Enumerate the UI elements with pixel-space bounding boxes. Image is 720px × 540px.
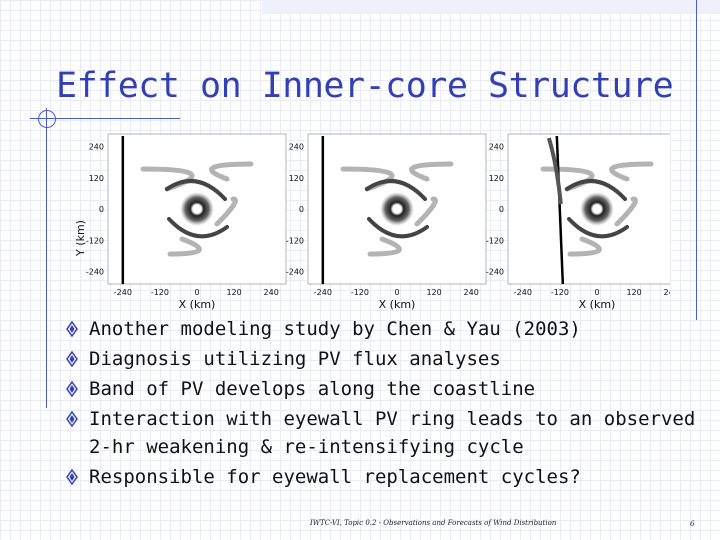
pv-band <box>567 236 602 257</box>
x-axis-label: X (km) <box>579 298 616 311</box>
bullet-text: Band of PV develops along the coastline <box>89 378 536 400</box>
y-tick-label: 240 <box>489 143 504 152</box>
eyewall-ring <box>180 192 214 226</box>
x-tick-label: -120 <box>551 288 569 297</box>
y-tick-label: 120 <box>489 174 504 183</box>
bullet-item: Another modeling study by Chen & Yau (20… <box>64 313 704 343</box>
decorative-circle-icon <box>38 110 56 128</box>
spiral-band <box>165 179 227 201</box>
decorative-vertical-line <box>46 108 47 408</box>
y-axis-label: Y (km) <box>74 220 87 257</box>
pv-band <box>367 236 402 257</box>
spiral-band <box>365 179 427 201</box>
pv-band <box>414 196 438 227</box>
x-tick-label: 120 <box>626 288 641 297</box>
pv-band <box>614 196 638 227</box>
x-tick-label: -240 <box>114 288 132 297</box>
diamond-bullet-icon <box>66 351 78 367</box>
panel-2: -240 -120 0 120 240 240 120 0 -120 -240 X (km) <box>286 133 487 311</box>
diamond-bullet-icon <box>66 381 78 397</box>
y-tick-label: 0 <box>499 205 504 214</box>
bullet-item: Interaction with eyewall PV ring leads t… <box>64 403 704 461</box>
diamond-bullet-icon <box>66 321 78 337</box>
slide-title: Effect on Inner-core Structure <box>56 66 674 106</box>
bullet-list: Another modeling study by Chen & Yau (20… <box>64 313 704 491</box>
x-tick-label: 0 <box>394 288 399 297</box>
x-tick-label: 0 <box>594 288 599 297</box>
bullet-item: Diagnosis utilizing PV flux analyses <box>64 343 704 373</box>
page-number: 6 <box>690 520 695 528</box>
bullet-item: Responsible for eyewall replacement cycl… <box>64 461 704 491</box>
x-tick-label: 0 <box>194 288 199 297</box>
panel-1: -240 -120 0 120 240 240 120 0 -120 -240 X (km) <box>86 133 287 311</box>
y-tick-label: -120 <box>86 236 104 245</box>
y-tick-label: -240 <box>286 268 304 277</box>
spiral-band <box>167 217 229 239</box>
y-tick-label: -240 <box>86 268 104 277</box>
bullet-text: Another modeling study by Chen & Yau (20… <box>89 318 581 340</box>
diamond-bullet-icon <box>66 469 78 485</box>
x-tick-label: 240 <box>664 288 670 297</box>
x-tick-label: 120 <box>226 288 241 297</box>
bullet-item: Band of PV develops along the coastline <box>64 373 704 403</box>
x-tick-label: 240 <box>264 288 279 297</box>
decorative-horizontal-line <box>30 118 180 119</box>
y-tick-label: 0 <box>99 205 104 214</box>
y-tick-label: 120 <box>289 174 304 183</box>
x-tick-label: -240 <box>514 288 532 297</box>
pv-band <box>409 161 454 182</box>
y-tick-label: 0 <box>299 205 304 214</box>
coastal-pv-band <box>546 137 563 205</box>
pv-band <box>609 161 654 182</box>
bullet-text: Interaction with eyewall PV ring leads t… <box>89 408 696 458</box>
spiral-band <box>367 217 429 239</box>
spiral-band <box>567 217 629 239</box>
x-tick-label: -120 <box>351 288 369 297</box>
y-tick-label: 120 <box>89 174 104 183</box>
coastline <box>555 135 565 285</box>
spiral-band <box>565 179 627 201</box>
pv-band <box>167 236 202 257</box>
y-tick-label: -120 <box>486 236 504 245</box>
eyewall-ring <box>380 192 414 226</box>
x-tick-label: -120 <box>151 288 169 297</box>
footer-text: IWTC-VI, Topic 0.2 - Observations and Fo… <box>310 519 557 527</box>
x-tick-label: 240 <box>464 288 479 297</box>
x-axis-label: X (km) <box>179 298 216 311</box>
pv-band <box>214 196 238 227</box>
eyewall-ring <box>580 192 614 226</box>
decorative-right-line <box>696 0 697 320</box>
y-tick-label: 240 <box>289 143 304 152</box>
bullet-text: Diagnosis utilizing PV flux analyses <box>89 348 501 370</box>
top-band <box>262 0 720 14</box>
x-axis-label: X (km) <box>379 298 416 311</box>
panel-3: -240 -120 0 120 240 240 120 0 -120 -240 X (km) <box>486 133 670 311</box>
pv-band <box>209 161 254 182</box>
y-tick-label: -120 <box>286 236 304 245</box>
x-tick-label: 120 <box>426 288 441 297</box>
diamond-bullet-icon <box>66 411 78 427</box>
y-tick-label: -240 <box>486 268 504 277</box>
y-tick-label: 240 <box>89 143 104 152</box>
bullet-text: Responsible for eyewall replacement cycl… <box>89 466 581 488</box>
x-tick-label: -240 <box>314 288 332 297</box>
